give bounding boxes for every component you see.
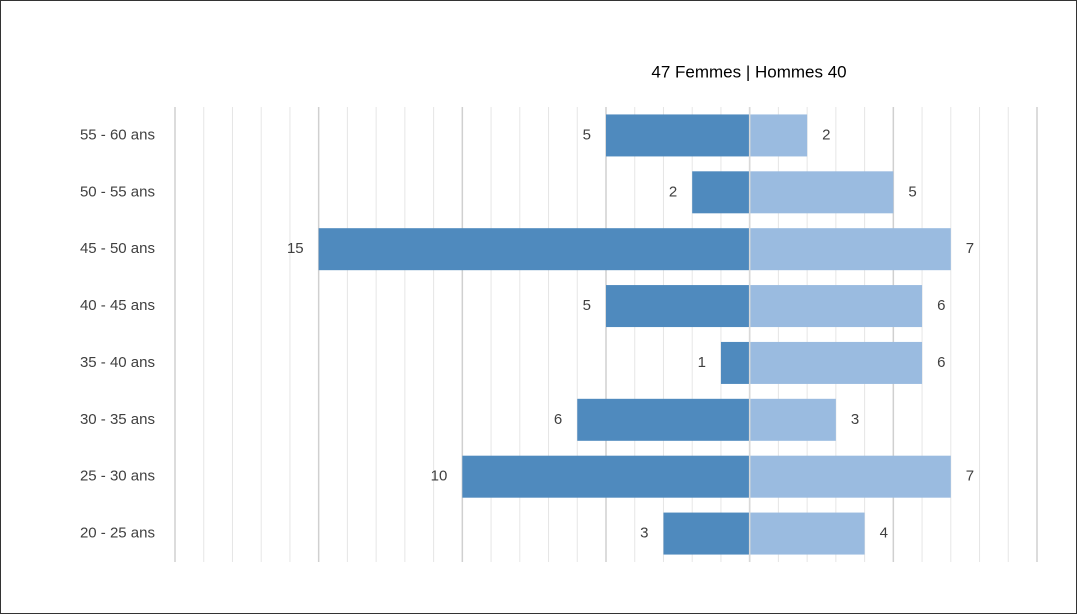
bar	[663, 512, 750, 555]
y-tick-label: 35 - 40 ans	[80, 354, 155, 371]
bar	[462, 455, 750, 498]
data-label: 2	[669, 183, 677, 200]
data-label: 6	[554, 411, 562, 428]
bar	[749, 114, 808, 157]
data-label: 7	[966, 240, 974, 257]
data-label: 5	[908, 183, 916, 200]
chart-title: 47 Femmes | Hommes 40	[651, 62, 846, 81]
bar	[749, 285, 923, 328]
y-tick-label: 45 - 50 ans	[80, 240, 155, 257]
bar	[749, 455, 951, 498]
y-tick-label: 20 - 25 ans	[80, 525, 155, 542]
bar	[606, 114, 750, 157]
bar	[749, 228, 951, 271]
data-label: 5	[583, 126, 591, 143]
data-label: 7	[966, 468, 974, 485]
data-label: 2	[822, 126, 830, 143]
bar	[749, 171, 894, 214]
y-tick-label: 40 - 45 ans	[80, 297, 155, 314]
bar	[749, 341, 923, 384]
data-label: 10	[431, 468, 448, 485]
bar	[606, 285, 750, 328]
bar	[577, 398, 750, 441]
y-tick-label: 30 - 35 ans	[80, 411, 155, 428]
bar	[720, 341, 750, 384]
bar	[749, 398, 836, 441]
data-label: 3	[640, 525, 648, 542]
y-tick-label: 50 - 55 ans	[80, 183, 155, 200]
data-label: 6	[937, 354, 945, 371]
bar	[692, 171, 750, 214]
data-label: 15	[287, 240, 304, 257]
bar	[749, 512, 865, 555]
data-label: 1	[698, 354, 706, 371]
data-label: 3	[851, 411, 859, 428]
data-label: 5	[583, 297, 591, 314]
bar	[318, 228, 750, 271]
y-tick-label: 25 - 30 ans	[80, 468, 155, 485]
y-tick-label: 55 - 60 ans	[80, 126, 155, 143]
data-label: 6	[937, 297, 945, 314]
data-label: 4	[880, 525, 888, 542]
